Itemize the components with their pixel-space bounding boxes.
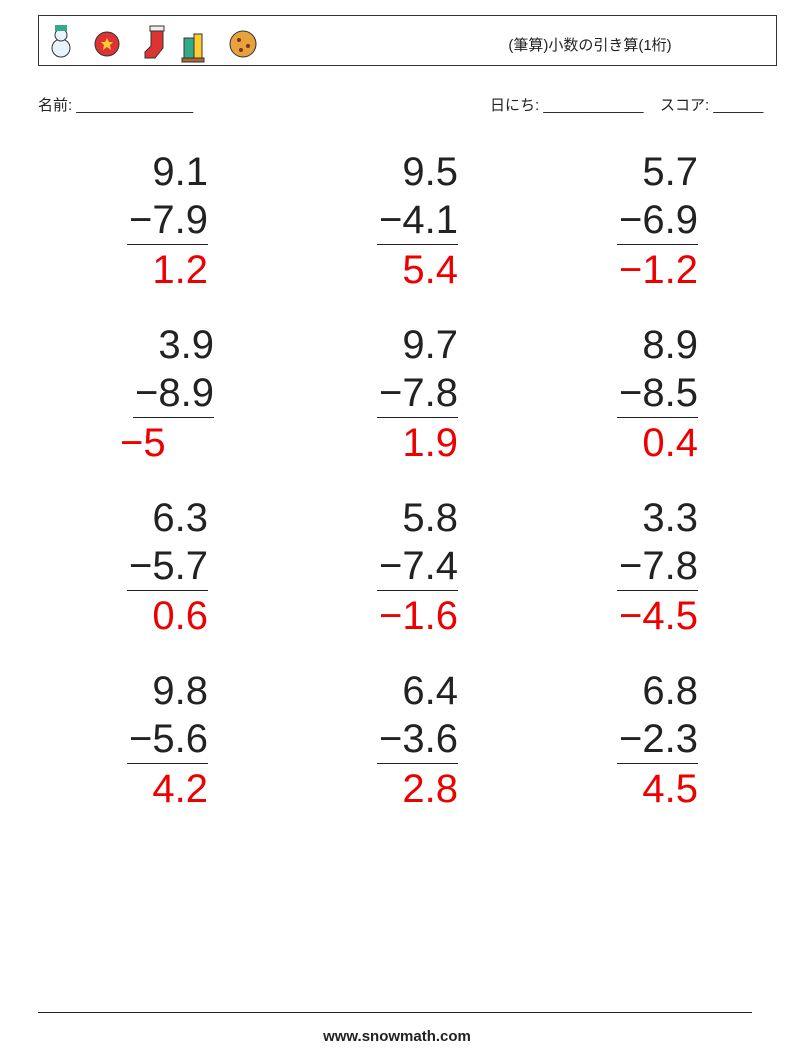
bottom-number: −7.9 bbox=[129, 198, 208, 242]
bottom-number: −6.9 bbox=[619, 198, 698, 242]
answer: −1.6 bbox=[379, 594, 458, 638]
top-number: 5.8 bbox=[402, 496, 458, 540]
answer: 4.5 bbox=[642, 767, 698, 811]
icons bbox=[51, 25, 257, 63]
top-number: 3.9 bbox=[158, 323, 214, 367]
top-number: 9.7 bbox=[402, 323, 458, 367]
answer: 0.6 bbox=[152, 594, 208, 638]
top-number: 9.1 bbox=[152, 150, 208, 194]
answer-rule bbox=[127, 763, 208, 764]
bottom-number: −5.6 bbox=[129, 717, 208, 761]
answer-rule bbox=[127, 590, 208, 591]
bottom-number: −4.1 bbox=[379, 198, 458, 242]
bottom-number: −8.5 bbox=[619, 371, 698, 415]
footer-rule bbox=[38, 1012, 752, 1013]
name-field: 名前: ______________ bbox=[38, 97, 194, 114]
answer-rule bbox=[377, 417, 458, 418]
bottom-number: −5.7 bbox=[129, 544, 208, 588]
answer-rule bbox=[617, 244, 698, 245]
bottom-number: −8.9 bbox=[135, 371, 214, 415]
answer-rule bbox=[617, 417, 698, 418]
top-number: 6.8 bbox=[642, 669, 698, 713]
title: (筆算)小数の引き算(1桁) bbox=[508, 37, 672, 54]
top-number: 9.5 bbox=[402, 150, 458, 194]
answer: 1.2 bbox=[152, 248, 208, 292]
answer-rule bbox=[377, 244, 458, 245]
top-number: 8.9 bbox=[642, 323, 698, 367]
date-field: 日にち: ____________ bbox=[490, 97, 644, 114]
top-number: 9.8 bbox=[152, 669, 208, 713]
answer: 2.8 bbox=[402, 767, 458, 811]
answer-rule bbox=[617, 763, 698, 764]
answer-rule bbox=[617, 590, 698, 591]
top-number: 5.7 bbox=[642, 150, 698, 194]
answer-rule bbox=[377, 590, 458, 591]
bottom-number: −2.3 bbox=[619, 717, 698, 761]
header-box bbox=[38, 15, 777, 66]
answer: −1.2 bbox=[619, 248, 698, 292]
answer-rule bbox=[377, 763, 458, 764]
answer: −5 bbox=[120, 421, 166, 465]
bottom-number: −7.8 bbox=[619, 544, 698, 588]
answer: 0.4 bbox=[642, 421, 698, 465]
answer-rule bbox=[127, 244, 208, 245]
answer: 4.2 bbox=[152, 767, 208, 811]
bottom-number: −7.4 bbox=[379, 544, 458, 588]
footer-url: www.snowmath.com bbox=[323, 1028, 471, 1045]
answer: 1.9 bbox=[402, 421, 458, 465]
answer-rule bbox=[133, 417, 214, 418]
top-number: 6.4 bbox=[402, 669, 458, 713]
answer: 5.4 bbox=[402, 248, 458, 292]
answer: −4.5 bbox=[619, 594, 698, 638]
score-field: スコア: ______ bbox=[660, 97, 764, 114]
bottom-number: −3.6 bbox=[379, 717, 458, 761]
top-number: 3.3 bbox=[642, 496, 698, 540]
bottom-number: −7.8 bbox=[379, 371, 458, 415]
top-number: 6.3 bbox=[152, 496, 208, 540]
